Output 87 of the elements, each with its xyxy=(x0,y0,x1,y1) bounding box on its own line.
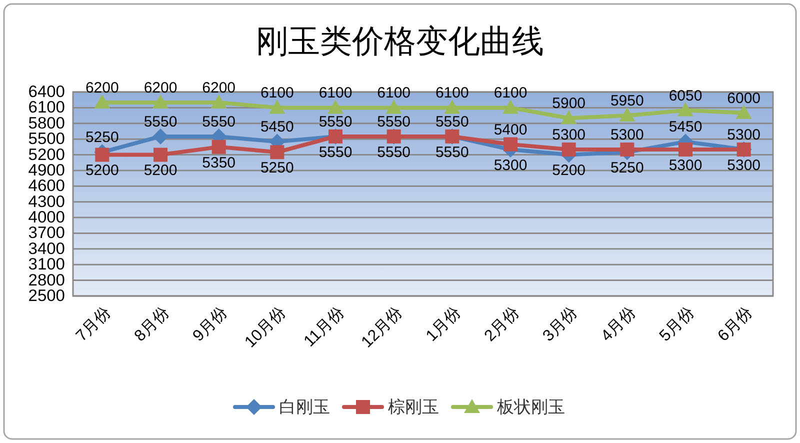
data-label: 5550 xyxy=(144,113,178,130)
x-tick-label: 9月份 xyxy=(190,304,231,345)
x-tick-label: 4月份 xyxy=(598,304,640,345)
data-label: 5300 xyxy=(494,156,528,174)
data-label: 5400 xyxy=(494,121,528,138)
point xyxy=(736,104,752,119)
data-label: 6100 xyxy=(494,84,528,102)
x-tick-label: 2月份 xyxy=(482,304,523,345)
x-tick-label: 8月份 xyxy=(132,304,173,345)
point xyxy=(562,142,576,157)
legend-label: 板状刚玉 xyxy=(496,398,565,416)
point xyxy=(504,137,518,152)
point xyxy=(270,145,284,160)
data-label: 5200 xyxy=(144,162,178,180)
data-label: 5300 xyxy=(552,126,586,144)
y-tick-label: 4000 xyxy=(28,208,65,227)
data-label: 6200 xyxy=(144,79,178,96)
x-tick-label: 12月份 xyxy=(358,304,406,352)
data-label: 6200 xyxy=(85,79,119,96)
data-label: 6200 xyxy=(202,79,236,96)
data-label: 5550 xyxy=(318,113,352,130)
data-label: 6100 xyxy=(318,84,352,102)
point xyxy=(444,100,460,114)
point xyxy=(620,142,634,157)
data-label: 5550 xyxy=(435,144,469,161)
point xyxy=(328,100,344,114)
point xyxy=(154,148,168,162)
y-tick-label: 3400 xyxy=(28,240,65,258)
legend-label: 白刚玉 xyxy=(279,398,330,416)
y-tick-label: 6400 xyxy=(28,83,65,101)
point xyxy=(619,108,636,122)
x-tick-label: 11月份 xyxy=(301,304,348,350)
data-label: 5550 xyxy=(202,113,236,130)
data-label: 6050 xyxy=(668,87,702,104)
data-label: 5250 xyxy=(610,160,644,177)
x-tick-label: 7月份 xyxy=(73,304,114,345)
point xyxy=(678,142,692,157)
data-label: 5550 xyxy=(435,113,469,130)
y-tick-label: 4300 xyxy=(28,192,65,211)
y-tick-label: 4900 xyxy=(28,161,65,180)
data-label: 5450 xyxy=(668,118,702,136)
data-label: 5300 xyxy=(668,156,702,174)
data-label: 5350 xyxy=(202,154,236,172)
point xyxy=(94,94,110,108)
point xyxy=(386,100,402,114)
chart-title: 刚玉类价格变化曲线 xyxy=(256,23,544,59)
y-tick-label: 2500 xyxy=(28,287,65,305)
legend-label: 棕刚玉 xyxy=(388,398,439,416)
y-tick-label: 5200 xyxy=(28,146,65,164)
x-tick-label: 6月份 xyxy=(714,304,756,345)
data-label: 5250 xyxy=(85,129,119,146)
y-tick-label: 3700 xyxy=(28,224,65,242)
data-label: 5550 xyxy=(318,144,352,161)
data-label: 5550 xyxy=(377,113,411,130)
data-label: 5300 xyxy=(727,156,761,174)
data-label: 5900 xyxy=(552,95,586,112)
x-tick-label: 10月份 xyxy=(242,304,290,352)
y-tick-label: 5500 xyxy=(28,130,65,148)
x-tick-label: 3月份 xyxy=(540,304,581,345)
data-label: 5550 xyxy=(377,144,411,161)
y-tick-label: 2800 xyxy=(28,271,65,290)
point xyxy=(212,140,226,154)
data-label: 5300 xyxy=(610,126,644,144)
data-label: 5200 xyxy=(552,162,586,180)
data-label: 6100 xyxy=(435,84,469,102)
data-label: 5300 xyxy=(727,126,761,144)
data-label: 5200 xyxy=(85,162,119,180)
point xyxy=(269,100,286,114)
data-label: 5950 xyxy=(610,92,644,110)
y-tick-label: 5800 xyxy=(28,114,65,132)
y-tick-label: 4600 xyxy=(28,177,65,196)
point xyxy=(152,128,168,144)
data-label: 6000 xyxy=(727,90,761,107)
data-label: 5250 xyxy=(260,160,294,177)
point xyxy=(210,94,227,108)
data-label: 5450 xyxy=(260,118,294,136)
point xyxy=(502,100,518,114)
y-tick-label: 3100 xyxy=(28,256,65,274)
point xyxy=(560,110,577,124)
data-label: 6100 xyxy=(260,84,294,102)
point xyxy=(678,102,694,116)
point xyxy=(95,148,110,162)
data-label: 6100 xyxy=(377,84,411,102)
point xyxy=(152,94,168,108)
x-tick-label: 1月份 xyxy=(423,304,464,345)
y-tick-label: 6100 xyxy=(28,98,65,117)
x-tick-label: 5月份 xyxy=(656,304,698,345)
